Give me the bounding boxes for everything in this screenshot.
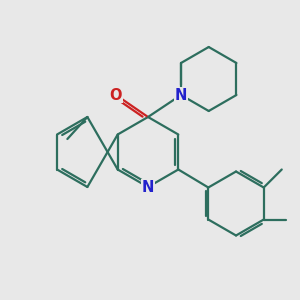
Text: O: O xyxy=(110,88,122,103)
Text: N: N xyxy=(175,88,187,103)
Text: N: N xyxy=(142,179,154,194)
